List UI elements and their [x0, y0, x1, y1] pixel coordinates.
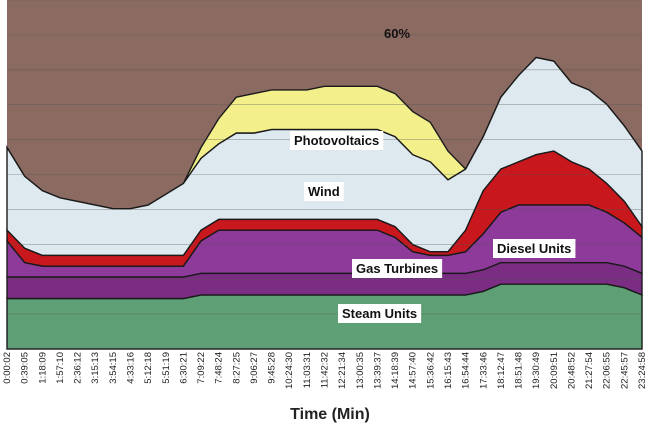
x-tick-label: 7:48:24: [214, 352, 225, 384]
label-steam-units: Steam Units: [338, 304, 422, 323]
x-tick-label: 13:39:37: [372, 352, 383, 389]
x-tick-label: 19:30:49: [531, 352, 542, 389]
svg-text:Wind: Wind: [308, 184, 340, 199]
svg-text:Gas Turbines: Gas Turbines: [356, 261, 438, 276]
x-tick-label: 20:09:51: [549, 352, 560, 389]
x-tick-label: 11:42:32: [320, 352, 331, 388]
svg-text:Diesel Units: Diesel Units: [497, 241, 571, 256]
x-tick-label: 7:09:22: [196, 352, 207, 384]
x-tick-labels: 0:00:02 0:39:05 1:18:09 1:57:10 2:36:12 3:15:…: [2, 352, 648, 389]
x-tick-label: 21:27:54: [584, 352, 595, 389]
x-tick-label: 0:39:05: [20, 352, 31, 384]
gridlines: [7, 0, 642, 350]
area-layers: [6, 0, 643, 350]
x-tick-label: 10:24:30: [284, 352, 295, 389]
x-tick-label: 8:27:25: [231, 352, 242, 384]
label-photovoltaics: Photovoltaics: [290, 131, 384, 150]
x-tick-label: 5:51:19: [161, 352, 172, 384]
x-tick-label: 6:30:21: [178, 352, 189, 384]
x-tick-label: 15:36:42: [425, 352, 436, 389]
x-tick-label: 14:57:40: [408, 352, 419, 389]
x-tick-label: 18:51:48: [514, 352, 525, 389]
series-labels: Photovoltaics Wind Diesel Units Gas Turbine…: [290, 26, 576, 323]
x-tick-label: 11:03:31: [302, 352, 313, 388]
x-tick-label: 0:00:02: [2, 352, 13, 384]
x-tick-label: 4:33:16: [125, 352, 136, 384]
svg-text:Steam Units: Steam Units: [342, 306, 417, 321]
x-tick-label: 16:54:44: [461, 352, 472, 389]
x-tick-label: 23:24:58: [637, 352, 648, 389]
label-gas-turbines: Gas Turbines: [352, 259, 443, 278]
x-tick-label: 22:45:57: [619, 352, 630, 389]
annotation-peak-percent: 60%: [384, 26, 410, 41]
svg-text:Photovoltaics: Photovoltaics: [294, 133, 379, 148]
x-tick-label: 14:18:39: [390, 352, 401, 389]
x-tick-label: 9:45:28: [267, 352, 278, 384]
x-tick-label: 3:15:13: [90, 352, 101, 384]
area-band-8: [7, 0, 642, 209]
x-tick-label: 16:15:43: [443, 352, 454, 389]
x-tick-label: 13:00:35: [355, 352, 366, 389]
label-wind: Wind: [304, 182, 344, 201]
x-tick-label: 5:12:18: [143, 352, 154, 384]
x-tick-label: 12:21:34: [337, 352, 348, 389]
x-axis-title: Time (Min): [290, 406, 370, 423]
x-tick-label: 9:06:27: [249, 352, 260, 384]
x-tick-label: 1:18:09: [37, 352, 48, 384]
x-tick-label: 2:36:12: [73, 352, 84, 384]
svg-text:60%: 60%: [384, 26, 410, 41]
x-tick-label: 20:48:52: [566, 352, 577, 389]
x-tick-label: 3:54:15: [108, 352, 119, 384]
x-tick-label: 22:06:55: [602, 352, 613, 389]
x-tick-label: 1:57:10: [55, 352, 66, 384]
x-tick-label: 18:12:47: [496, 352, 507, 389]
label-diesel-units: Diesel Units: [493, 239, 576, 258]
x-tick-label: 17:33:46: [478, 352, 489, 389]
